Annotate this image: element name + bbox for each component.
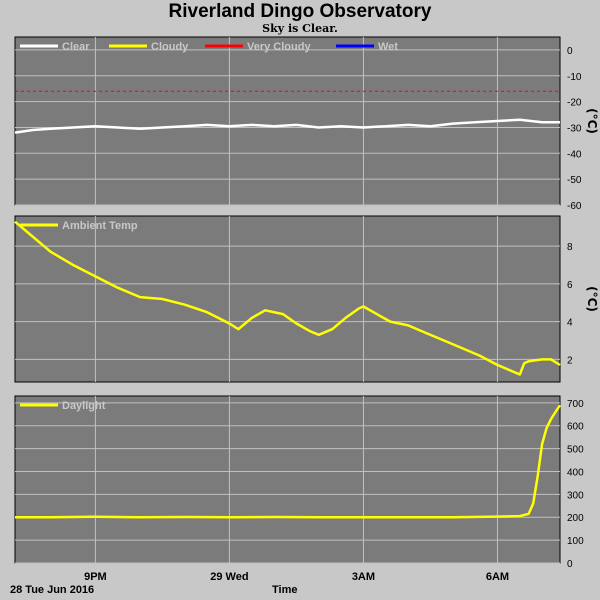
y-tick-label: -30	[567, 123, 582, 134]
y-tick-label: 6	[567, 280, 573, 291]
y-tick-label: 600	[567, 422, 584, 433]
series-line-clear	[14, 118, 560, 134]
y-axis-unit: (°C)	[585, 286, 599, 312]
y-tick-label: 2	[567, 355, 573, 366]
legend-label: Very Cloudy	[247, 41, 311, 53]
plot-area-2	[14, 395, 561, 564]
x-tick-label: 3AM	[352, 571, 375, 583]
y-tick-label: 200	[567, 513, 584, 524]
x-tick-label: 9PM	[84, 571, 107, 583]
y-tick-label: -50	[567, 175, 582, 186]
y-tick-label: -60	[567, 201, 582, 212]
chart-subtitle: Sky is Clear.	[262, 22, 338, 35]
plot-area-1	[14, 215, 561, 383]
legend-label: Ambient Temp	[62, 220, 138, 232]
y-axis-unit: (°C)	[585, 108, 599, 134]
series-line-daylight	[15, 404, 562, 519]
x-tick-label: 29 Wed	[210, 571, 248, 583]
y-tick-label: -40	[567, 149, 582, 160]
y-tick-label: -20	[567, 98, 582, 109]
x-tick-label: 6AM	[486, 571, 509, 583]
y-tick-label: 500	[567, 445, 584, 456]
y-tick-label: 8	[567, 242, 573, 253]
plot-area-0	[14, 36, 561, 206]
series-line-ambient-temp	[14, 220, 561, 376]
legend-label: Wet	[378, 41, 398, 53]
y-tick-label: 0	[567, 46, 573, 57]
y-tick-label: 300	[567, 490, 584, 501]
y-tick-label: 4	[567, 318, 573, 329]
legend-label: Cloudy	[151, 41, 189, 53]
y-tick-label: 100	[567, 536, 584, 547]
chart-title: Riverland Dingo Observatory	[168, 1, 432, 22]
y-tick-label: -10	[567, 72, 582, 83]
legend-label: Daylight	[62, 400, 106, 412]
date-label: 28 Tue Jun 2016	[10, 584, 95, 596]
legend-label: Clear	[62, 41, 90, 53]
y-tick-label: 700	[567, 399, 584, 410]
x-axis-label: Time	[272, 584, 298, 596]
y-tick-label: 0	[567, 559, 573, 570]
y-tick-label: 400	[567, 467, 584, 478]
